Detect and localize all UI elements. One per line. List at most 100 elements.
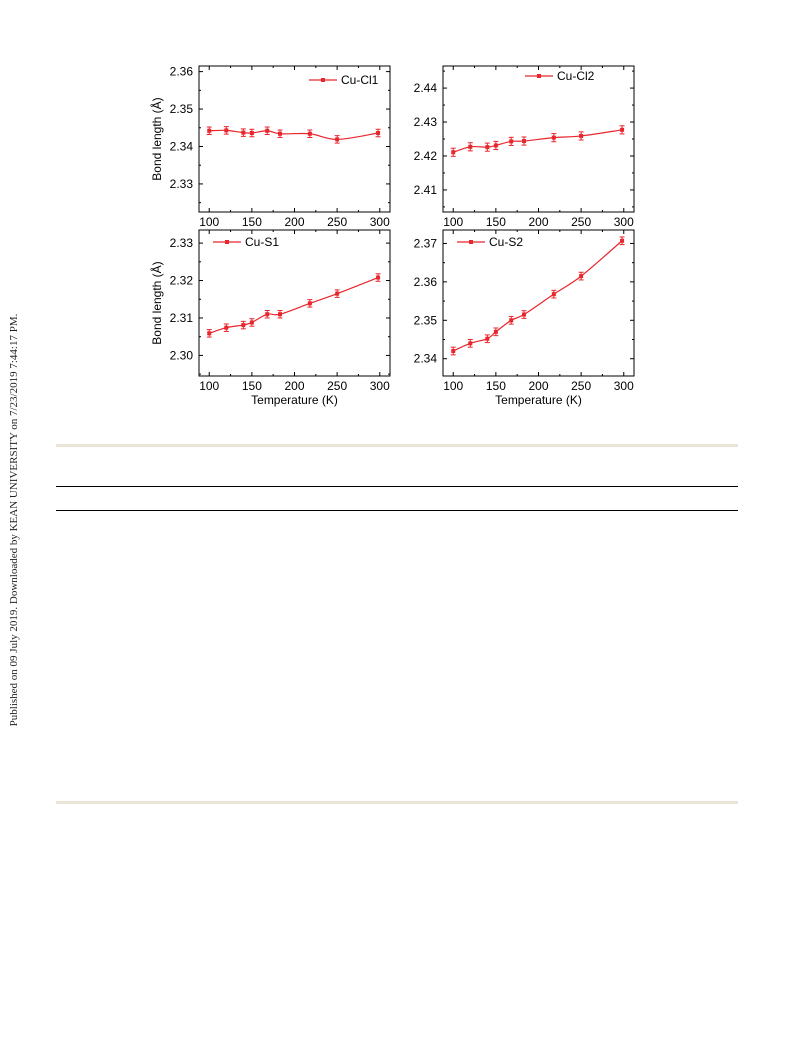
data-point	[509, 318, 514, 323]
data-point	[468, 144, 473, 149]
plot-frame	[442, 229, 635, 377]
data-point	[249, 320, 254, 325]
legend-marker	[537, 74, 541, 78]
divider-beige-top	[56, 444, 738, 447]
chart-panel-1: 100 150 200 250 300 2.33 2.34 2.35 2.36 Bond leng…	[149, 65, 391, 229]
data-point	[451, 349, 456, 354]
x-tick-label: 150	[486, 379, 506, 393]
data-point	[509, 139, 514, 144]
x-tick-label: 200	[284, 379, 304, 393]
data-point	[485, 145, 490, 150]
data-point	[335, 137, 340, 142]
legend-marker	[225, 240, 229, 244]
y-axis-label: Bond length (Å)	[149, 261, 164, 344]
y-tick-label: 2.35	[170, 102, 194, 116]
x-tick-label: 300	[614, 215, 634, 229]
x-tick-label: 300	[370, 379, 390, 393]
data-point	[493, 143, 498, 148]
series-line	[452, 240, 623, 352]
data-point	[620, 238, 625, 243]
series-line	[453, 129, 623, 153]
divider-beige-bottom	[56, 801, 738, 804]
y-axis-label: Bond length (Å)	[149, 97, 164, 180]
x-tick-label: 100	[199, 379, 219, 393]
x-tick-label: 100	[443, 379, 463, 393]
y-tick-label: 2.35	[414, 313, 438, 327]
plot-frame	[198, 229, 391, 377]
chart-panel-2: 100 150 200 250 300 2.41 2.42 2.43 2.44 Cu-Cl2	[414, 65, 635, 229]
data-point	[224, 128, 229, 133]
series-line	[209, 129, 379, 140]
y-tick-label: 2.42	[414, 149, 438, 163]
table-rule-bottom	[56, 510, 738, 511]
series-line	[209, 276, 379, 334]
data-point	[335, 291, 340, 296]
x-tick-label: 250	[327, 379, 347, 393]
y-tick-label: 2.33	[170, 236, 194, 250]
data-point	[265, 128, 270, 133]
data-point	[522, 139, 527, 144]
legend-label: Cu-S1	[245, 235, 279, 249]
legend-label: Cu-S2	[489, 235, 523, 249]
y-tick-label: 2.36	[170, 65, 194, 79]
x-axis-label: Temperature (K)	[495, 393, 582, 407]
data-point	[376, 275, 381, 280]
chart-panel-3: 100 150 200 250 300 2.30 2.31 2.32 2.33 Bond leng…	[149, 229, 391, 407]
data-point	[522, 312, 527, 317]
x-tick-label: 250	[571, 215, 591, 229]
y-tick-label: 2.41	[414, 183, 438, 197]
data-point	[376, 131, 381, 136]
bond-length-figure: 100 150 200 250 300 2.33 2.34 2.35 2.36 Bond leng…	[149, 65, 635, 407]
data-point	[241, 323, 246, 328]
chart-panel-4: 100 150 200 250 300 2.34 2.35 2.36 2.37 Temperatu…	[414, 229, 635, 407]
data-point	[551, 135, 556, 140]
data-point	[579, 133, 584, 138]
data-point	[493, 329, 498, 334]
legend-marker	[469, 240, 473, 244]
legend-label: Cu-Cl2	[557, 69, 595, 83]
data-point	[224, 325, 229, 330]
data-point	[451, 150, 456, 155]
x-tick-label: 200	[284, 215, 304, 229]
data-point	[249, 131, 254, 136]
y-tick-label: 2.44	[414, 81, 438, 95]
data-point	[207, 128, 212, 133]
x-tick-label: 200	[528, 379, 548, 393]
y-tick-label: 2.43	[414, 115, 438, 129]
plot-frame	[198, 65, 391, 213]
legend-label: Cu-Cl1	[341, 73, 379, 87]
y-tick-label: 2.34	[414, 352, 438, 366]
data-point	[241, 130, 246, 135]
x-tick-label: 100	[443, 215, 463, 229]
x-tick-label: 200	[528, 215, 548, 229]
data-point	[551, 292, 556, 297]
data-point	[278, 312, 283, 317]
x-tick-label: 300	[370, 215, 390, 229]
table-rule-top	[56, 486, 738, 487]
legend-marker	[321, 78, 325, 82]
data-point	[579, 274, 584, 279]
y-tick-label: 2.37	[414, 236, 438, 250]
data-point	[620, 127, 625, 132]
data-point	[468, 341, 473, 346]
y-tick-label: 2.30	[170, 348, 194, 362]
data-point	[207, 331, 212, 336]
y-tick-label: 2.33	[170, 177, 194, 191]
data-point	[307, 301, 312, 306]
x-tick-label: 150	[242, 379, 262, 393]
x-tick-label: 250	[571, 379, 591, 393]
y-tick-label: 2.31	[170, 311, 194, 325]
data-point	[278, 131, 283, 136]
x-tick-label: 300	[614, 379, 634, 393]
x-tick-label: 250	[327, 215, 347, 229]
data-point	[265, 312, 270, 317]
data-point	[485, 336, 490, 341]
y-tick-label: 2.36	[414, 275, 438, 289]
x-axis-label: Temperature (K)	[251, 393, 338, 407]
x-tick-label: 100	[199, 215, 219, 229]
x-tick-label: 150	[486, 215, 506, 229]
x-tick-label: 150	[242, 215, 262, 229]
y-tick-label: 2.32	[170, 274, 194, 288]
data-point	[307, 131, 312, 136]
y-tick-label: 2.34	[170, 139, 194, 153]
